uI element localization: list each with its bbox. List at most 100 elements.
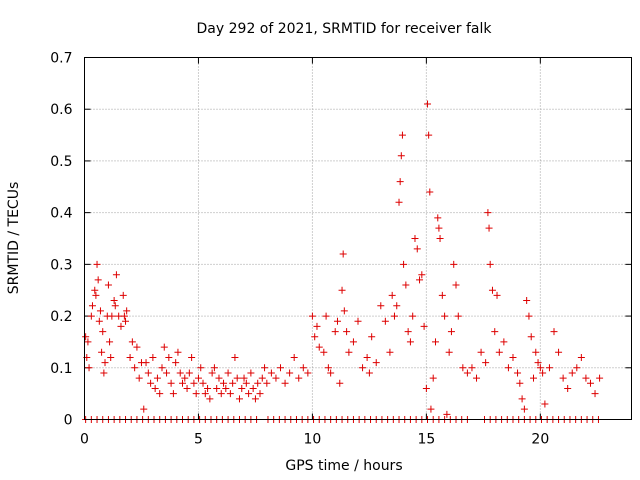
data-point (235, 395, 243, 403)
data-point (117, 322, 125, 330)
data-point (520, 405, 528, 413)
data-point (331, 328, 339, 336)
data-point (245, 390, 253, 398)
data-point (545, 364, 553, 372)
data-point (201, 390, 209, 398)
data-point (277, 364, 285, 372)
data-point (338, 286, 346, 294)
data-point (197, 364, 205, 372)
data-point (573, 364, 581, 372)
data-point (84, 338, 92, 346)
data-point (413, 245, 421, 253)
data-point (340, 307, 348, 315)
data-point (261, 364, 269, 372)
data-point (85, 364, 93, 372)
y-tick-label: 0 (64, 413, 73, 429)
data-point (106, 338, 114, 346)
data-point (452, 281, 460, 289)
data-point (477, 348, 485, 356)
data-point (99, 328, 107, 336)
chart-title: Day 292 of 2021, SRMTID for receiver fal… (197, 21, 493, 37)
data-point (438, 291, 446, 299)
data-point (88, 302, 96, 310)
data-point (313, 322, 321, 330)
data-point (527, 333, 535, 341)
data-point (484, 209, 492, 217)
data-point (153, 374, 161, 382)
y-tick-label: 0.1 (50, 361, 72, 377)
data-point (95, 317, 103, 325)
data-point (365, 369, 373, 377)
data-point (518, 395, 526, 403)
data-point (299, 364, 307, 372)
data-point (395, 198, 403, 206)
data-point (104, 281, 112, 289)
data-point (491, 328, 499, 336)
data-point (596, 374, 604, 382)
data-point (172, 359, 180, 367)
data-point (577, 353, 585, 361)
data-point (447, 328, 455, 336)
data-point (256, 390, 264, 398)
data-point (126, 353, 134, 361)
data-point (181, 374, 189, 382)
data-point (516, 379, 524, 387)
data-points (82, 100, 604, 423)
data-point (424, 100, 432, 108)
data-point (372, 359, 380, 367)
data-point (427, 405, 435, 413)
data-point (429, 374, 437, 382)
data-point (176, 369, 184, 377)
data-point (514, 369, 522, 377)
data-point (359, 364, 367, 372)
data-point (416, 276, 424, 284)
data-point (174, 348, 182, 356)
data-point (363, 353, 371, 361)
data-point (217, 390, 225, 398)
data-point (135, 374, 143, 382)
data-point (463, 369, 471, 377)
data-point (249, 384, 257, 392)
data-point (179, 379, 187, 387)
data-point (541, 400, 549, 408)
data-point (493, 291, 501, 299)
y-tick-label: 0.5 (50, 154, 72, 170)
data-point (108, 312, 116, 320)
data-point (224, 369, 232, 377)
data-point (473, 374, 481, 382)
data-point (167, 379, 175, 387)
data-point (87, 312, 95, 320)
data-point (482, 359, 490, 367)
data-point (91, 286, 99, 294)
data-point (192, 390, 200, 398)
data-point (156, 390, 164, 398)
data-point (128, 338, 136, 346)
data-point (111, 302, 119, 310)
data-point (568, 369, 576, 377)
data-point (311, 333, 319, 341)
data-point (327, 369, 335, 377)
data-point (123, 307, 131, 315)
data-point (222, 384, 230, 392)
data-point (411, 235, 419, 242)
data-point (445, 348, 453, 356)
data-point (247, 369, 255, 377)
data-point (396, 178, 404, 186)
data-point (107, 353, 115, 361)
data-point (322, 312, 330, 320)
data-point (529, 374, 537, 382)
data-point (295, 374, 303, 382)
data-point (320, 348, 328, 356)
data-point (220, 379, 228, 387)
data-point (188, 353, 196, 361)
x-tick-label: 5 (194, 432, 203, 448)
data-point (420, 322, 428, 330)
data-point (240, 374, 248, 382)
data-point (101, 359, 109, 367)
data-point (555, 348, 563, 356)
data-point (215, 374, 223, 382)
data-point (388, 291, 396, 299)
data-point (397, 152, 405, 160)
x-tick-label: 10 (304, 432, 322, 448)
